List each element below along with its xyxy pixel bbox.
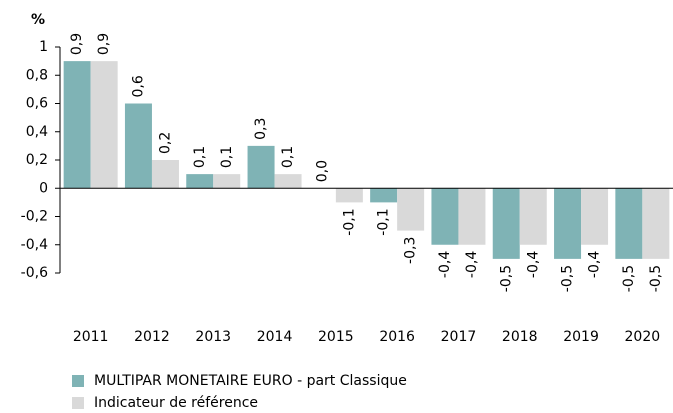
x-tick-label: 2018 xyxy=(502,329,538,345)
x-tick-label: 2011 xyxy=(73,329,109,345)
data-label: 0,0 xyxy=(314,160,330,182)
bar xyxy=(335,188,363,203)
y-tick-label: 0,4 xyxy=(26,124,48,140)
data-label: 0,1 xyxy=(219,146,235,168)
bar xyxy=(581,188,609,245)
data-label: 0,1 xyxy=(192,146,208,168)
data-label: -0,4 xyxy=(437,251,453,278)
data-label: -0,4 xyxy=(464,251,480,278)
data-label: 0,9 xyxy=(96,33,112,55)
bar xyxy=(186,174,214,189)
y-axis-label: % xyxy=(31,12,45,28)
x-tick-label: 2013 xyxy=(195,329,231,345)
bar xyxy=(151,160,179,189)
y-tick-label: 0,6 xyxy=(26,96,48,112)
x-tick-label: 2016 xyxy=(379,329,415,345)
data-label: 0,9 xyxy=(69,33,85,55)
bar xyxy=(431,188,459,245)
data-label: -0,5 xyxy=(560,265,576,292)
data-label: -0,5 xyxy=(648,265,664,292)
y-tick-label: 0,2 xyxy=(26,152,48,168)
data-label: -0,4 xyxy=(525,251,541,278)
bar xyxy=(370,188,398,203)
legend-label: MULTIPAR MONETAIRE EURO - part Classique xyxy=(94,373,407,389)
data-label: -0,3 xyxy=(403,237,419,264)
legend-label: Indicateur de référence xyxy=(94,395,258,411)
x-tick-label: 2020 xyxy=(625,329,661,345)
bar xyxy=(397,188,425,231)
bar xyxy=(90,61,118,189)
bar xyxy=(519,188,547,245)
y-tick-label: 0,8 xyxy=(26,67,48,83)
legend-swatch xyxy=(72,397,84,409)
data-label: -0,5 xyxy=(498,265,514,292)
bar xyxy=(124,103,152,189)
bar xyxy=(554,188,582,259)
x-tick-label: 2012 xyxy=(134,329,170,345)
x-tick-label: 2017 xyxy=(441,329,477,345)
bar xyxy=(63,61,91,189)
data-label: -0,4 xyxy=(587,251,603,278)
data-label: 0,3 xyxy=(253,118,269,140)
bar xyxy=(213,174,241,189)
bar xyxy=(458,188,486,245)
data-label: 0,1 xyxy=(280,146,296,168)
data-label: -0,1 xyxy=(341,208,357,235)
y-tick-label: -0,4 xyxy=(21,237,48,253)
y-tick-label: -0,2 xyxy=(21,209,48,225)
bar xyxy=(274,174,302,189)
bar xyxy=(492,188,520,259)
data-label: 0,6 xyxy=(130,75,146,97)
x-tick-label: 2014 xyxy=(257,329,293,345)
bar xyxy=(247,145,275,189)
x-tick-label: 2019 xyxy=(563,329,599,345)
data-label: 0,2 xyxy=(157,132,173,154)
legend-swatch xyxy=(72,375,84,387)
bar xyxy=(615,188,643,259)
y-tick-label: -0,6 xyxy=(21,265,48,281)
data-label: -0,1 xyxy=(376,208,392,235)
y-tick-label: 1 xyxy=(39,39,48,55)
x-tick-label: 2015 xyxy=(318,329,354,345)
bar xyxy=(642,188,670,259)
y-tick-label: 0 xyxy=(39,180,48,196)
data-label: -0,5 xyxy=(621,265,637,292)
